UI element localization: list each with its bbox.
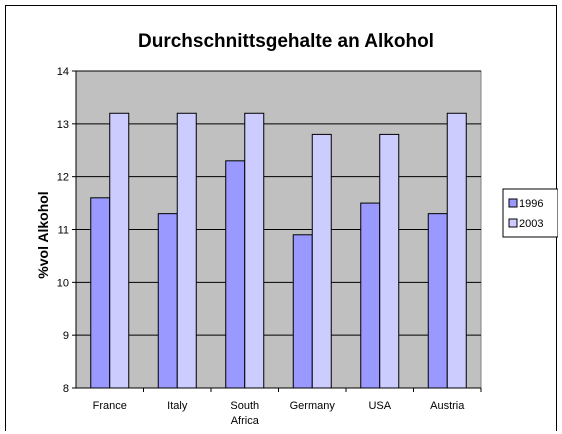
- x-tick-label: Germany: [290, 400, 336, 412]
- plot-area: 8 9 10 11 12 13 14 France Italy South Africa German…: [57, 66, 482, 427]
- x-tick-label: Africa: [231, 415, 260, 427]
- y-axis-label: %vol Alkohol: [35, 191, 51, 278]
- legend-swatch: [508, 218, 518, 228]
- bar-1996-germany: [292, 234, 313, 389]
- x-tick-label: France: [93, 400, 127, 412]
- legend-label: 1996: [519, 198, 543, 210]
- bar-2003-germany: [311, 133, 332, 389]
- legend-swatch: [508, 198, 518, 208]
- bar-2003-austria: [446, 112, 467, 389]
- bar-1996-austria: [427, 213, 448, 389]
- bar-chart: Durchschnittsgehalte an Alkohol %vol Alk…: [35, 31, 558, 427]
- bar-2003-italy: [176, 112, 197, 389]
- y-tick-label: 10: [57, 277, 69, 289]
- bar-1996-south-africa: [225, 160, 246, 389]
- chart-area: Durchschnittsgehalte an Alkohol %vol Alk…: [5, 5, 558, 431]
- x-tick-label: South: [230, 400, 259, 412]
- y-tick-label: 9: [63, 330, 69, 342]
- x-tick-label: Italy: [167, 400, 188, 412]
- y-tick-label: 13: [57, 119, 69, 131]
- y-tick-label: 8: [63, 383, 69, 395]
- bar-1996-france: [90, 197, 111, 389]
- chart-title: Durchschnittsgehalte an Alkohol: [138, 31, 434, 52]
- bar-2003-south-africa: [244, 112, 265, 389]
- bar-2003-france: [109, 112, 130, 389]
- x-tick-label: Austria: [430, 400, 465, 412]
- y-tick-label: 12: [57, 172, 69, 184]
- x-tick-label: USA: [368, 400, 391, 412]
- legend: 1996 2003: [502, 188, 558, 238]
- legend-box: [502, 188, 558, 238]
- y-tick-label: 14: [57, 66, 69, 78]
- bar-2003-usa: [379, 133, 400, 389]
- bar-1996-usa: [360, 202, 381, 389]
- legend-label: 2003: [519, 218, 543, 230]
- y-tick-label: 11: [58, 225, 69, 237]
- bar-1996-italy: [157, 213, 178, 389]
